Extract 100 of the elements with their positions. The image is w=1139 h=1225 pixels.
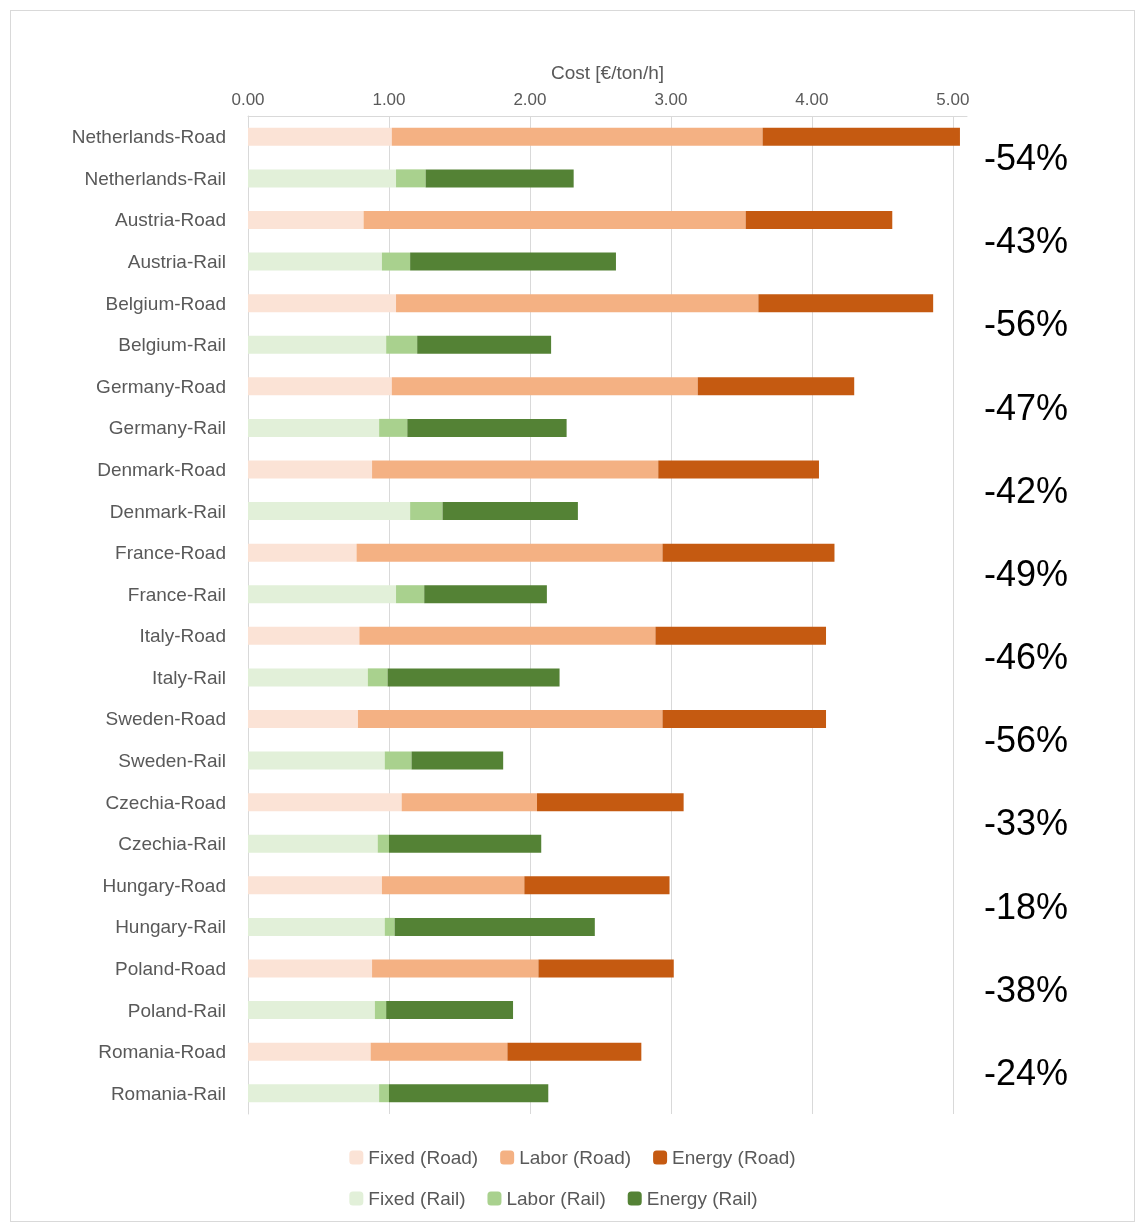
y-tick-label: Romania-Road — [98, 1041, 226, 1063]
bar — [248, 460, 373, 479]
bar — [538, 959, 674, 978]
x-tick-label: 2.00 — [513, 90, 547, 109]
bar — [372, 959, 539, 978]
bar — [381, 876, 525, 895]
text: -43% — [984, 220, 1069, 262]
bar — [381, 252, 411, 271]
bar — [410, 502, 443, 521]
y-tick-label: France-Road — [115, 542, 226, 564]
bar — [248, 585, 397, 604]
text: -47% — [984, 386, 1069, 428]
bar — [359, 626, 656, 645]
y-tick-label: Austria-Road — [115, 209, 226, 231]
y-tick-label: Denmark-Road — [97, 458, 226, 480]
x-axis-title: Cost [€/ton/h] — [550, 62, 665, 83]
bar — [394, 917, 595, 936]
bar — [379, 1084, 389, 1103]
y-tick-label: Poland-Rail — [127, 999, 226, 1021]
bar — [425, 169, 574, 188]
bar — [248, 793, 402, 812]
bar — [363, 210, 746, 229]
x-tick-label: 1.00 — [372, 90, 406, 109]
bar — [442, 502, 578, 521]
bar — [396, 585, 425, 604]
bar — [248, 210, 364, 229]
bar — [662, 709, 827, 728]
y-tick-label: Hungary-Rail — [115, 916, 226, 938]
text: -18% — [984, 885, 1069, 927]
bar — [377, 834, 389, 853]
bar — [745, 210, 893, 229]
text: -38% — [984, 968, 1069, 1010]
text: -56% — [984, 303, 1069, 345]
x-tick-label: 3.00 — [654, 90, 688, 109]
y-tick-label: Austria-Rail — [127, 251, 226, 273]
bar — [396, 294, 759, 313]
y-tick-label: Belgium-Rail — [118, 334, 226, 356]
text: -42% — [984, 469, 1069, 511]
bar — [507, 1042, 642, 1061]
bar — [248, 876, 382, 895]
legend-label: Fixed (Rail) — [368, 1188, 466, 1209]
bar — [384, 917, 395, 936]
bar — [537, 793, 684, 812]
bar — [248, 668, 368, 687]
y-tick-label: Sweden-Rail — [118, 750, 226, 772]
y-tick-label: Czechia-Road — [105, 791, 226, 813]
bar — [655, 626, 827, 645]
legend-label: Labor (Rail) — [506, 1188, 606, 1209]
bar — [248, 1042, 371, 1061]
y-tick-label: Sweden-Road — [105, 708, 226, 730]
bar — [248, 127, 392, 146]
bar — [248, 1084, 380, 1103]
bar — [372, 460, 659, 479]
y-tick-label: Denmark-Rail — [109, 500, 226, 522]
y-tick-label: Poland-Road — [115, 957, 226, 979]
x-tick-label: 5.00 — [936, 90, 970, 109]
bar — [248, 917, 385, 936]
y-tick-label: Italy-Road — [139, 625, 226, 647]
bar — [762, 127, 960, 146]
bar — [374, 1001, 387, 1020]
bar — [384, 751, 412, 770]
bar — [411, 751, 504, 770]
bar — [248, 626, 360, 645]
bar — [248, 543, 357, 562]
text: -33% — [984, 802, 1069, 844]
bar — [248, 751, 385, 770]
y-tick-label: Hungary-Road — [102, 874, 226, 896]
y-tick-label: Germany-Road — [96, 375, 226, 397]
bar — [248, 1001, 375, 1020]
y-tick-label: Belgium-Road — [105, 292, 226, 314]
y-tick-label: Czechia-Rail — [118, 833, 226, 855]
y-tick-label: Netherlands-Road — [71, 126, 226, 148]
bar — [524, 876, 670, 895]
bar — [248, 418, 380, 437]
y-tick-label: Netherlands-Rail — [84, 167, 226, 189]
bar — [370, 1042, 508, 1061]
y-tick-label: Romania-Rail — [110, 1082, 226, 1104]
bar — [386, 335, 418, 354]
bar — [662, 543, 835, 562]
bar — [758, 294, 934, 313]
bar — [658, 460, 819, 479]
bar — [407, 418, 567, 437]
bar — [391, 127, 763, 146]
text: -46% — [984, 636, 1069, 678]
legend-label: Fixed (Road) — [368, 1147, 479, 1168]
bar — [248, 252, 382, 271]
bar — [248, 959, 373, 978]
x-tick-label: 0.00 — [231, 90, 265, 109]
bar — [387, 668, 560, 687]
y-tick-label: Italy-Rail — [152, 666, 226, 688]
bar — [388, 1084, 549, 1103]
y-tick-label: Germany-Rail — [108, 417, 226, 439]
text: -24% — [984, 1051, 1069, 1093]
bar — [391, 377, 698, 396]
bar — [417, 335, 552, 354]
bar — [248, 169, 397, 188]
bar — [248, 709, 358, 728]
bar — [248, 834, 378, 853]
y-tick-label: France-Rail — [127, 583, 226, 605]
bar — [248, 377, 392, 396]
